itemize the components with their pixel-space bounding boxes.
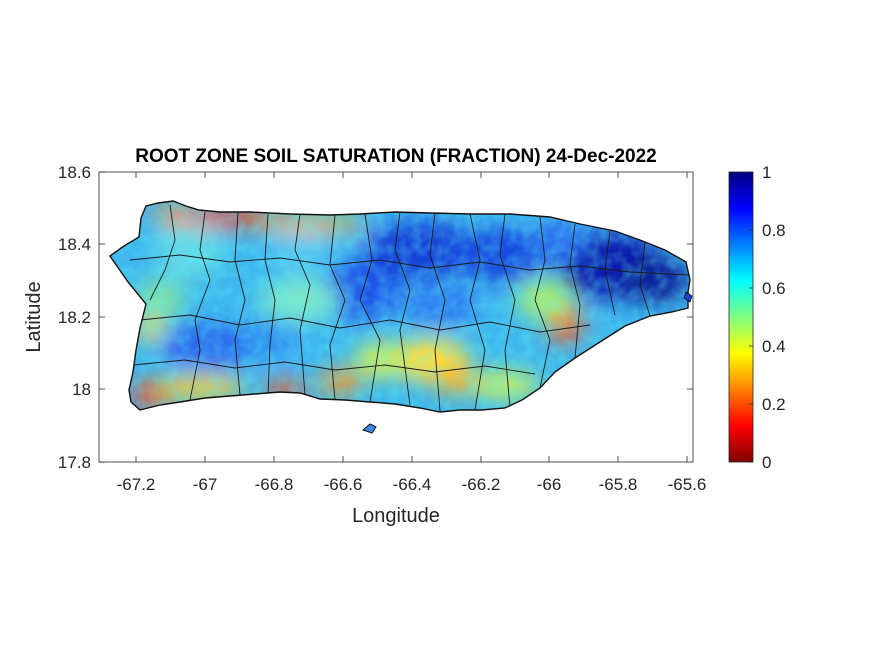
x-tick-label: -66.4 <box>393 475 432 494</box>
x-tick-label: -66 <box>537 475 562 494</box>
x-tick-label: -67.2 <box>117 475 156 494</box>
y-tick-label: 17.8 <box>58 453 91 472</box>
x-tick-label: -65.6 <box>668 475 707 494</box>
x-tick-label: -65.8 <box>599 475 638 494</box>
y-tick-label: 18.4 <box>58 235 91 254</box>
x-axis-label: Longitude <box>352 505 440 527</box>
colorbar-tick-label: 0.6 <box>762 279 786 298</box>
saturation-field <box>110 201 690 412</box>
municipal-boundaries <box>129 204 689 412</box>
x-tick-label: -66.6 <box>324 475 363 494</box>
y-tick-label: 18.2 <box>58 308 91 327</box>
colorbar-tick-label: 0.4 <box>762 337 786 356</box>
x-tick-label: -66.8 <box>255 475 294 494</box>
colorbar-tick-label: 1 <box>762 163 771 182</box>
y-axis-label: Latitude <box>23 281 45 352</box>
colorbar: 1 0.8 0.6 0.4 0.2 0 <box>728 163 786 472</box>
y-axis: 18.6 18.4 18.2 18 17.8 Latitude <box>23 163 693 472</box>
offshore-islet <box>683 291 693 303</box>
offshore-islet <box>362 423 377 434</box>
colorbar-tick-label: 0.8 <box>762 221 786 240</box>
colorbar-tick-label: 0 <box>762 453 771 472</box>
colorbar-gradient <box>728 171 754 463</box>
x-tick-label: -66.2 <box>462 475 501 494</box>
x-axis: -67.2 -67 -66.8 -66.6 -66.4 -66.2 -66 -6… <box>117 172 707 527</box>
colorbar-tick-label: 0.2 <box>762 395 786 414</box>
x-tick-label: -67 <box>193 475 218 494</box>
y-tick-label: 18 <box>72 380 91 399</box>
y-tick-label: 18.6 <box>58 163 91 182</box>
chart-title: ROOT ZONE SOIL SATURATION (FRACTION) 24-… <box>135 146 657 167</box>
